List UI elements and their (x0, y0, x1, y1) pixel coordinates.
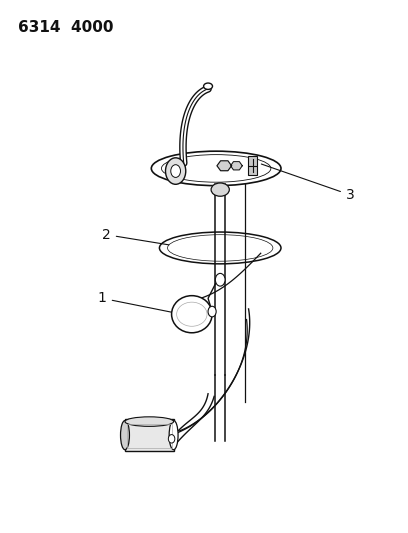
Ellipse shape (204, 83, 213, 90)
Text: 3: 3 (262, 164, 355, 202)
Ellipse shape (125, 417, 174, 426)
Text: 2: 2 (102, 228, 169, 245)
Text: 1: 1 (98, 292, 179, 314)
Circle shape (169, 434, 175, 443)
Circle shape (166, 158, 186, 184)
Bar (125, 419, 174, 451)
Polygon shape (217, 161, 232, 171)
Ellipse shape (172, 296, 212, 333)
Circle shape (208, 306, 216, 317)
Circle shape (215, 273, 225, 286)
Bar (248, 157, 257, 175)
Bar (127, 424, 172, 448)
Ellipse shape (169, 421, 178, 450)
Ellipse shape (120, 421, 129, 450)
Text: 6314  4000: 6314 4000 (18, 20, 113, 35)
Ellipse shape (211, 183, 229, 196)
Circle shape (171, 165, 180, 177)
Polygon shape (231, 161, 242, 170)
